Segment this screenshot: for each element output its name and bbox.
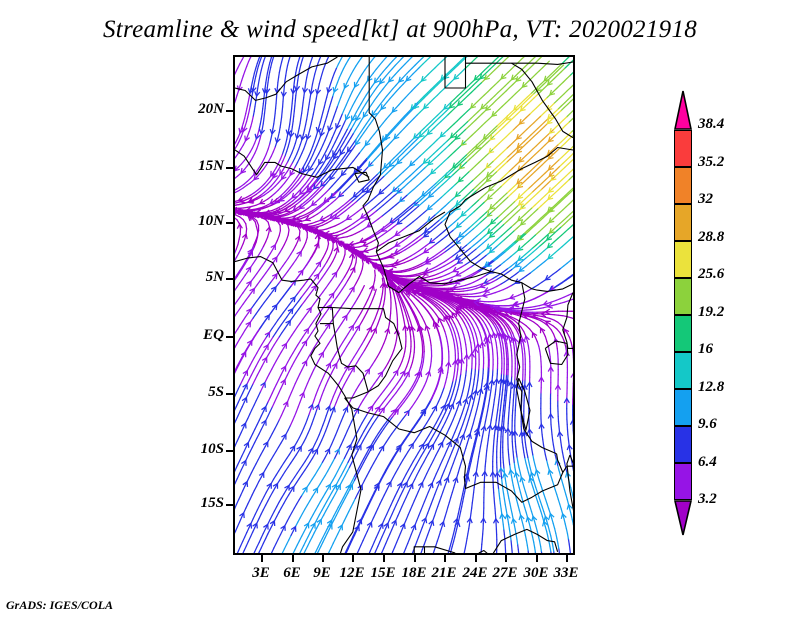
longitude-tick [322, 555, 324, 562]
latitude-label: 10N [198, 213, 224, 229]
colorbar-segment [674, 315, 692, 352]
latitude-tick [226, 450, 233, 452]
latitude-tick [226, 393, 233, 395]
colorbar-tick-label: 25.6 [698, 266, 725, 282]
colorbar-segment [674, 130, 692, 167]
longitude-tick [414, 555, 416, 562]
credit-text: GrADS: IGES/COLA [6, 598, 114, 612]
colorbar-tick-label: 35.2 [698, 154, 725, 170]
latitude-label: 15S [200, 495, 224, 511]
latitude-label: 10S [200, 441, 224, 457]
longitude-tick [292, 555, 294, 562]
longitude-label: 33E [553, 565, 579, 581]
latitude-label: 20N [198, 101, 224, 117]
colorbar-segment [674, 204, 692, 241]
longitude-label: 12E [339, 565, 365, 581]
longitude-tick [505, 555, 507, 562]
colorbar-tick-label: 3.2 [698, 491, 717, 507]
colorbar-segment [674, 426, 692, 463]
latitude-label: 5N [205, 269, 224, 285]
longitude-label: 24E [462, 565, 488, 581]
colorbar-tick-label: 12.8 [698, 379, 725, 395]
longitude-label: 15E [370, 565, 396, 581]
colorbar[interactable] [674, 130, 692, 500]
colorbar-tick-label: 32 [698, 191, 713, 207]
latitude-tick [226, 110, 233, 112]
longitude-tick [444, 555, 446, 562]
colorbar-tick-label: 9.6 [698, 416, 717, 432]
longitude-label: 27E [492, 565, 518, 581]
longitude-label: 21E [431, 565, 457, 581]
longitude-tick [566, 555, 568, 562]
colorbar-tick-label: 28.8 [698, 229, 725, 245]
colorbar-tick-label: 16 [698, 341, 713, 357]
page-title: Streamline & wind speed[kt] at 900hPa, V… [102, 16, 698, 43]
latitude-label: EQ [203, 327, 224, 343]
longitude-label: 9E [313, 565, 331, 581]
colorbar-segment [674, 167, 692, 204]
colorbar-segment [674, 352, 692, 389]
longitude-label: 3E [252, 565, 270, 581]
colorbar-segment [674, 241, 692, 278]
latitude-label: 5S [208, 384, 224, 400]
colorbar-segment [674, 278, 692, 315]
longitude-tick [261, 555, 263, 562]
colorbar-segment [674, 463, 692, 500]
longitude-label: 6E [283, 565, 301, 581]
streamline-field [235, 57, 573, 553]
longitude-label: 18E [401, 565, 427, 581]
latitude-tick [226, 222, 233, 224]
longitude-tick [475, 555, 477, 562]
colorbar-segment [674, 389, 692, 426]
latitude-label: 15N [198, 158, 224, 174]
colorbar-tick-label: 6.4 [698, 454, 717, 470]
latitude-tick [226, 336, 233, 338]
latitude-tick [226, 278, 233, 280]
colorbar-tick-label: 19.2 [698, 304, 725, 320]
colorbar-tick-label: 38.4 [698, 116, 725, 132]
country-borders [235, 57, 573, 553]
longitude-tick [352, 555, 354, 562]
longitude-tick [536, 555, 538, 562]
latitude-tick [226, 504, 233, 506]
latitude-tick [226, 167, 233, 169]
map-plot-area[interactable] [233, 55, 575, 555]
longitude-label: 30E [523, 565, 549, 581]
longitude-tick [383, 555, 385, 562]
